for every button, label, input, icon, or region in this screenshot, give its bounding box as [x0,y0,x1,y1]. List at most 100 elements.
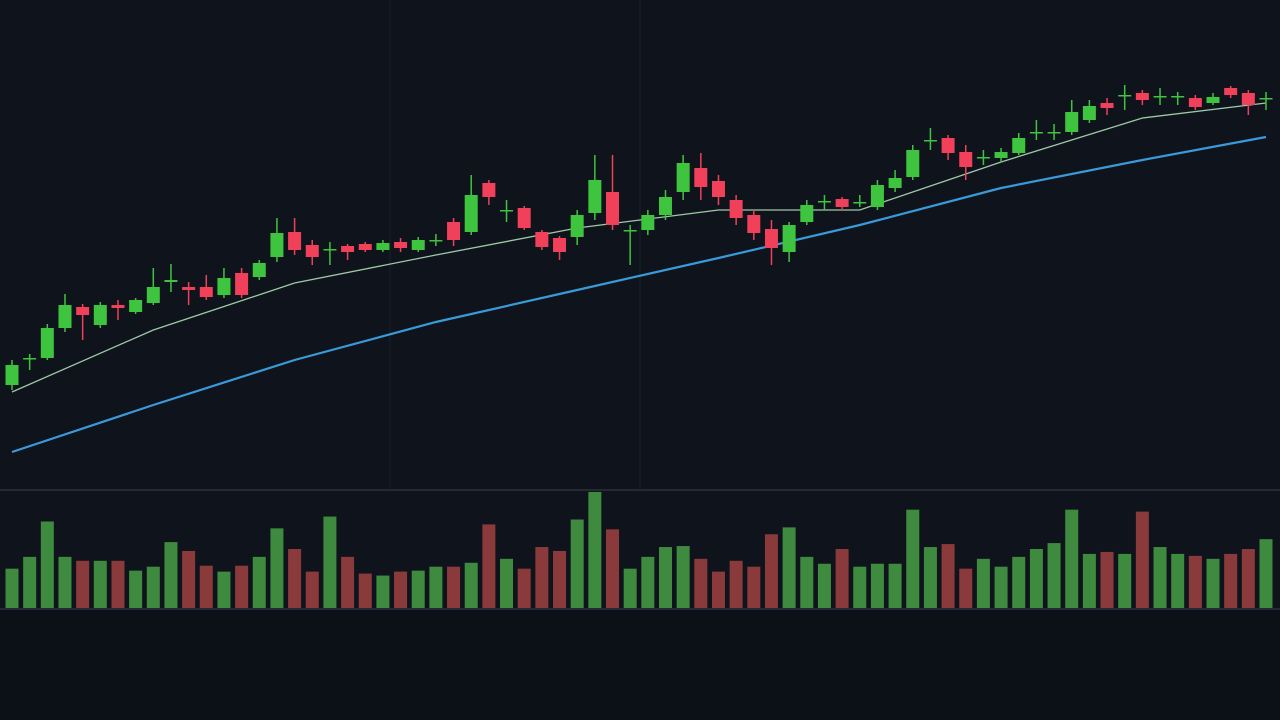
volume-bar [694,558,708,608]
volume-bar [606,529,620,608]
volume-bar [764,534,778,608]
moving-average [11,135,1267,454]
volume-bar [40,521,54,608]
candle-body [694,168,708,187]
candle-body [305,245,319,257]
volume-bar [111,560,125,608]
volume-bar [1118,553,1132,608]
volume-bar [270,528,284,608]
volume-bar [923,547,937,608]
candle-body [976,157,990,159]
volume-bar [1012,556,1026,608]
volume-bar [782,527,796,608]
volume-bar [76,560,90,608]
candle-body [270,233,284,257]
candle-body [641,215,655,230]
candle-body [394,242,408,248]
candle-body [1047,132,1061,134]
candle-body [1241,93,1255,105]
candle-body [747,215,761,233]
volume-bar [164,542,178,608]
candle-body [923,140,937,142]
candle-body [888,178,902,188]
volume-bar [729,560,743,608]
volume-bar [447,566,461,608]
candle-body [76,307,90,315]
candle-body [500,210,514,212]
candle-body [623,230,637,232]
candle-body [553,238,567,252]
volume-bar [1029,549,1043,608]
candle-body [482,183,496,197]
volume-bar [58,556,72,608]
candle-body [23,358,37,360]
volume-bar [800,556,814,608]
candle-body [1171,96,1185,98]
candle-body [288,232,302,250]
candle-body [1100,103,1114,108]
volume-bar [906,509,920,608]
candle-body [570,215,584,237]
volume-bar [517,568,531,608]
candle-body [906,150,920,177]
volume-bar [1082,553,1096,608]
candle-body [376,243,390,250]
volume-bar [129,570,143,608]
candle-body [1259,98,1273,100]
volume-bar [747,566,761,608]
volume-bar [23,556,37,608]
volume-bar [5,568,19,608]
volume-bar [588,491,602,608]
volume-bar [835,549,849,608]
volume-bar [93,560,107,608]
volume-bar [429,566,443,608]
volume-bar [1047,543,1061,608]
volume-bar [1259,539,1273,608]
volume-bar [376,575,390,608]
candle-body [93,305,107,325]
candle-body [164,280,178,282]
volume-bar [994,566,1008,608]
candle-body [429,240,443,242]
candle-body [199,287,213,297]
candle-body [146,287,160,303]
volume-bar [623,568,637,608]
candle-body [1153,96,1167,98]
candle-body [252,263,266,277]
volume-bar [1241,549,1255,608]
candle-body [235,273,249,295]
candle-body [129,300,143,312]
candle-body [1029,132,1043,134]
volume-bar [976,558,990,608]
volume-bar [711,571,725,608]
candle-body [1118,95,1132,97]
lower-pane [0,610,1280,720]
volume-bar [323,516,337,608]
candle-body [323,249,337,251]
volume-bar [341,556,355,608]
volume-bar [500,558,514,608]
volume-bar [1100,551,1114,608]
volume-bar [482,524,496,608]
volume-bar [570,519,584,608]
volume-bar [658,547,672,608]
volume-bar [1065,509,1079,608]
candle-body [764,229,778,248]
volume-bar [676,546,690,608]
candle-body [1065,112,1079,132]
candle-body [1012,138,1026,153]
candle-body [40,328,54,358]
candle-body [1188,98,1202,107]
candle-body [782,225,796,252]
candle-body [606,192,620,225]
volume-bar [870,563,884,608]
volume-bar [146,566,160,608]
volume-bar [235,565,249,608]
volume-bar [305,571,319,608]
candle-body [358,244,372,250]
volume-bar [641,556,655,608]
candle-body [5,365,19,385]
volume-bar [252,556,266,608]
